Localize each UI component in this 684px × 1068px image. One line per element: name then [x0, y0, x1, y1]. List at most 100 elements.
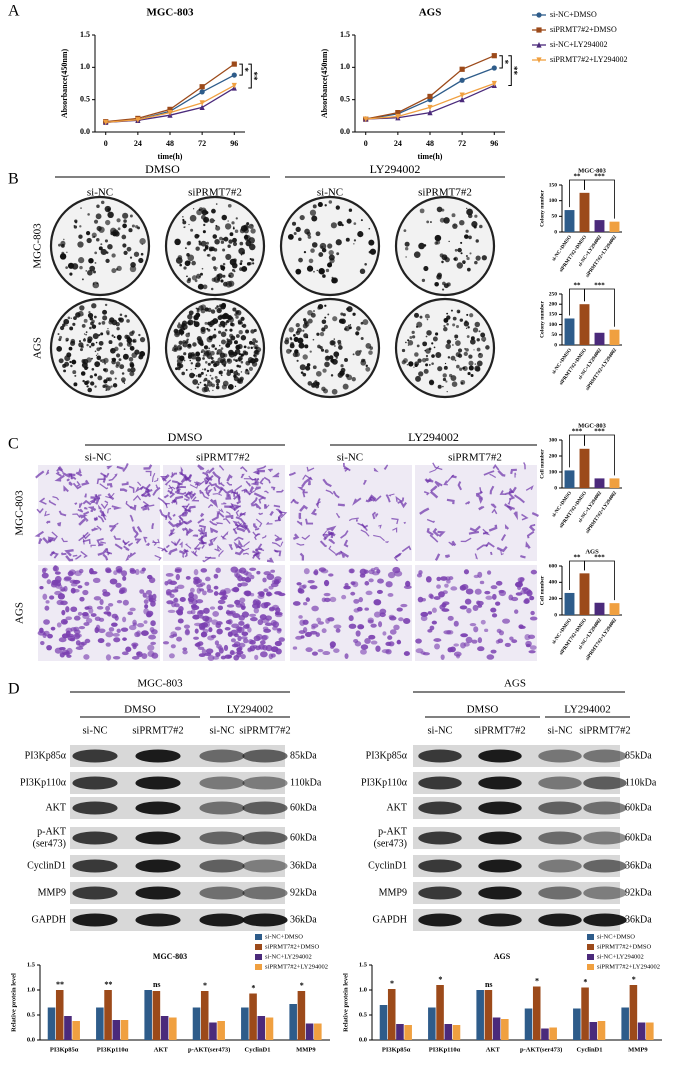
- colony: [220, 374, 223, 377]
- colony: [216, 305, 219, 308]
- colony: [445, 343, 451, 350]
- cell: [344, 582, 349, 588]
- cell: [241, 576, 247, 582]
- colony: [466, 267, 471, 272]
- colony: [201, 209, 208, 216]
- colony: [333, 351, 340, 358]
- colony: [315, 381, 320, 386]
- cell: [322, 478, 332, 488]
- colony: [183, 266, 187, 270]
- cell: [121, 481, 129, 486]
- cell: [367, 619, 374, 624]
- cell: [236, 650, 244, 655]
- cell: [457, 481, 463, 491]
- colony: [475, 239, 479, 243]
- blot-strip: [413, 745, 627, 767]
- bar: [144, 990, 152, 1040]
- colony: [463, 321, 470, 327]
- colony: [289, 343, 295, 349]
- colony: [202, 368, 204, 371]
- colony: [424, 349, 427, 352]
- cell: [198, 653, 206, 658]
- significance-label: *: [500, 60, 510, 65]
- cell: [490, 585, 498, 590]
- cell: [427, 629, 433, 633]
- band: [199, 859, 245, 873]
- colony: [203, 248, 207, 252]
- colony: [329, 257, 335, 264]
- cell: [235, 516, 246, 525]
- colony: [464, 347, 467, 350]
- band: [538, 831, 582, 845]
- cell: [212, 610, 220, 617]
- cell: [333, 624, 342, 629]
- significance-label: ***: [594, 554, 605, 562]
- row-label: AGS: [32, 337, 44, 359]
- colony: [123, 382, 126, 384]
- colony: [316, 332, 320, 336]
- cell: [234, 548, 245, 556]
- x-tick-label: p-AKT(ser473): [188, 1046, 230, 1053]
- cell: [474, 553, 478, 560]
- y-tick-label: 200: [549, 301, 558, 307]
- cell: [424, 477, 432, 484]
- band: [135, 859, 181, 873]
- colony: [409, 336, 413, 339]
- cell: [200, 631, 207, 638]
- colony: [413, 251, 421, 258]
- bar: [589, 1022, 598, 1040]
- cell: [230, 566, 239, 573]
- cell: [113, 535, 121, 540]
- cell: [530, 610, 535, 616]
- cell: [478, 505, 485, 511]
- bar: [609, 329, 620, 345]
- cell: [240, 653, 246, 660]
- colony: [85, 270, 88, 272]
- colony: [454, 334, 459, 339]
- colony: [204, 245, 209, 249]
- cell: [54, 474, 65, 482]
- cell: [249, 639, 256, 645]
- row-label: MGC-803: [32, 223, 44, 269]
- colony: [220, 331, 227, 338]
- x-tick-label: PI3Kp110α: [97, 1046, 129, 1053]
- cell: [123, 545, 130, 552]
- significance-bracket: [584, 179, 615, 219]
- colony: [318, 252, 324, 257]
- colony: [95, 354, 98, 356]
- colony: [190, 228, 194, 232]
- cell: [200, 568, 208, 573]
- colony: [362, 319, 369, 325]
- cell: [296, 520, 303, 526]
- colony: [333, 344, 336, 347]
- colony: [404, 241, 410, 247]
- bar: [444, 1024, 453, 1040]
- colony: [345, 237, 350, 242]
- colony: [79, 348, 83, 352]
- cell: [54, 579, 61, 584]
- colony: [127, 368, 132, 373]
- colony: [244, 234, 251, 242]
- colony: [89, 345, 92, 348]
- cell: [364, 607, 369, 611]
- colony: [452, 316, 457, 321]
- colony: [99, 346, 102, 350]
- cell: [302, 627, 308, 633]
- y-tick-label: 100: [549, 198, 558, 204]
- cell: [360, 529, 370, 537]
- bar: [476, 990, 484, 1040]
- colony: [204, 307, 209, 312]
- cell: [216, 510, 225, 518]
- cell: [96, 478, 106, 485]
- cell: [214, 640, 220, 646]
- cell: [52, 495, 60, 501]
- cell: [515, 592, 523, 596]
- x-tick-label: AKT: [154, 1046, 169, 1053]
- colony: [78, 257, 85, 264]
- colony: [252, 262, 255, 265]
- cell: [38, 497, 47, 505]
- y-tick-label: 300: [549, 437, 558, 443]
- x-tick-label: MMP9: [628, 1046, 648, 1053]
- cell: [309, 630, 318, 635]
- y-tick-label: 0: [554, 342, 557, 348]
